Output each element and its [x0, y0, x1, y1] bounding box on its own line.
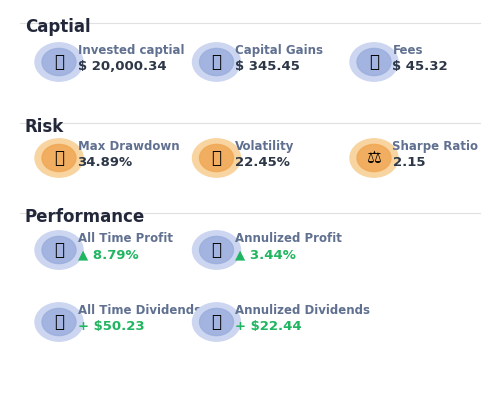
Text: Risk: Risk [25, 118, 64, 136]
Circle shape [35, 43, 83, 81]
Circle shape [192, 303, 240, 341]
Circle shape [200, 48, 234, 76]
Text: Fees: Fees [392, 44, 423, 57]
Circle shape [200, 144, 234, 172]
Text: ▲ 8.79%: ▲ 8.79% [78, 248, 138, 261]
Text: Captial: Captial [25, 18, 90, 36]
Circle shape [200, 236, 234, 264]
Text: Invested captial: Invested captial [78, 44, 184, 57]
Text: 📊: 📊 [212, 149, 222, 167]
Circle shape [35, 303, 83, 341]
Text: $ 345.45: $ 345.45 [235, 60, 300, 73]
Circle shape [42, 144, 76, 172]
Text: $ 45.32: $ 45.32 [392, 60, 448, 73]
Text: + $22.44: + $22.44 [235, 320, 302, 333]
Text: All Time Profit: All Time Profit [78, 232, 172, 245]
Circle shape [192, 43, 240, 81]
Text: $ 20,000.34: $ 20,000.34 [78, 60, 166, 73]
Circle shape [350, 43, 398, 81]
Text: Capital Gains: Capital Gains [235, 44, 323, 57]
Text: 💵: 💵 [54, 313, 64, 331]
Text: Volatility: Volatility [235, 140, 294, 153]
Circle shape [357, 144, 391, 172]
Text: Annulized Dividends: Annulized Dividends [235, 304, 370, 317]
Text: 34.89%: 34.89% [78, 156, 132, 169]
Text: Performance: Performance [25, 208, 145, 226]
Text: 💵: 💵 [212, 313, 222, 331]
Text: Max Drawdown: Max Drawdown [78, 140, 179, 153]
Text: Sharpe Ratio: Sharpe Ratio [392, 140, 478, 153]
Text: 🏷: 🏷 [369, 53, 379, 71]
Text: 💰: 💰 [54, 53, 64, 71]
Circle shape [42, 236, 76, 264]
Text: Annulized Profit: Annulized Profit [235, 232, 342, 245]
Circle shape [35, 139, 83, 177]
Text: + $50.23: + $50.23 [78, 320, 144, 333]
Circle shape [42, 48, 76, 76]
Text: ▲ 3.44%: ▲ 3.44% [235, 248, 296, 261]
Text: 22.45%: 22.45% [235, 156, 290, 169]
Text: 💰: 💰 [212, 53, 222, 71]
Circle shape [200, 308, 234, 336]
Circle shape [350, 139, 398, 177]
Circle shape [192, 139, 240, 177]
Text: All Time Dividends: All Time Dividends [78, 304, 200, 317]
Circle shape [357, 48, 391, 76]
Circle shape [35, 231, 83, 269]
Text: 📉: 📉 [54, 149, 64, 167]
Text: 2.15: 2.15 [392, 156, 425, 169]
Circle shape [192, 231, 240, 269]
Circle shape [42, 308, 76, 336]
Text: 📈: 📈 [54, 241, 64, 259]
Text: 📈: 📈 [212, 241, 222, 259]
Text: ⚖: ⚖ [366, 149, 382, 167]
